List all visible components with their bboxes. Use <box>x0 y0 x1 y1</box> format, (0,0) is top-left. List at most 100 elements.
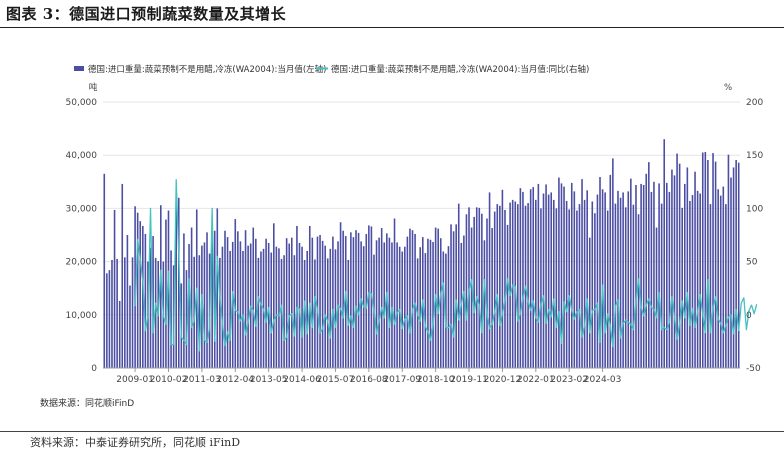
bar <box>206 232 208 368</box>
bar <box>496 204 499 368</box>
bar <box>612 158 614 368</box>
bar <box>588 237 591 368</box>
source-note: 数据来源：同花顺iFinD <box>40 399 135 409</box>
bar <box>483 240 486 368</box>
bar <box>486 218 488 368</box>
bar <box>604 192 606 368</box>
bar <box>635 184 637 368</box>
bar <box>552 199 555 368</box>
bar <box>401 251 404 368</box>
bar <box>640 183 642 368</box>
bar <box>714 161 717 368</box>
yoy-line <box>134 179 758 352</box>
bar <box>239 241 242 368</box>
bar <box>594 213 596 368</box>
bar <box>339 222 342 368</box>
bar <box>660 203 663 368</box>
bar <box>511 199 514 368</box>
bar <box>563 186 565 368</box>
bar <box>131 257 134 368</box>
bar <box>124 257 126 368</box>
bar <box>645 173 648 368</box>
bar <box>347 260 350 368</box>
bar <box>696 190 699 368</box>
bar <box>216 208 219 368</box>
bar <box>237 231 239 368</box>
bar <box>475 207 478 368</box>
bar <box>725 204 727 368</box>
footer-divider <box>0 431 784 432</box>
bar <box>522 191 524 368</box>
bar <box>689 200 691 368</box>
bar <box>550 192 553 368</box>
bar <box>234 219 237 368</box>
bar <box>630 178 632 368</box>
bar <box>707 159 709 368</box>
bar <box>586 190 588 368</box>
bar <box>709 204 712 368</box>
bar <box>298 242 301 368</box>
legend-label-bar: 德国:进口重量:蔬菜预制不是用醋,冷冻(WA2004):当月值(左轴) <box>88 64 326 75</box>
bar <box>316 236 319 368</box>
left-axis-unit: 吨 <box>89 82 98 93</box>
bar <box>142 225 144 368</box>
bar <box>314 259 316 368</box>
bar <box>116 258 118 368</box>
bar <box>393 218 396 368</box>
bar <box>678 163 681 368</box>
bar <box>663 139 666 368</box>
bar <box>676 153 678 368</box>
bar <box>350 232 352 368</box>
bar <box>732 167 735 368</box>
bar <box>321 240 324 368</box>
bar <box>545 184 547 368</box>
bar <box>491 228 493 368</box>
bar <box>144 233 147 368</box>
right-tick-label: 50 <box>746 258 758 268</box>
bar <box>231 241 234 368</box>
bar <box>332 236 334 368</box>
bar <box>673 175 676 368</box>
bar <box>190 227 193 368</box>
bar <box>267 242 270 368</box>
bar <box>183 233 185 368</box>
bar <box>658 183 660 368</box>
bar <box>229 250 231 368</box>
bar <box>450 224 452 368</box>
bar <box>671 169 673 368</box>
bar <box>432 241 434 368</box>
bar <box>493 211 496 368</box>
right-tick-label: 100 <box>746 204 763 214</box>
bar <box>383 242 386 368</box>
x-tick-label: 2015-07 <box>317 375 355 385</box>
bar <box>717 189 719 368</box>
bar <box>473 216 475 368</box>
right-tick-label: 200 <box>746 98 763 108</box>
left-tick-label: 0 <box>91 364 97 374</box>
bar <box>242 250 244 368</box>
x-tick-label: 2010-02 <box>150 375 188 385</box>
bar <box>727 154 730 368</box>
bar <box>452 231 455 368</box>
bar <box>275 246 278 368</box>
bar <box>735 159 737 368</box>
right-axis-unit: % <box>724 83 732 93</box>
bar <box>113 210 116 368</box>
bar <box>244 230 247 368</box>
bar <box>470 227 473 368</box>
legend: 德国:进口重量:蔬菜预制不是用醋,冷冻(WA2004):当月值(左轴) 德国:进… <box>74 64 589 75</box>
bar <box>509 202 511 368</box>
bar <box>106 273 108 368</box>
bar <box>699 193 701 368</box>
bar <box>308 225 311 368</box>
bar <box>213 230 216 368</box>
bar <box>478 207 481 368</box>
bar <box>188 244 190 368</box>
bar <box>619 197 622 368</box>
bar <box>391 242 393 368</box>
figure-title: 图表 3：德国进口预制蔬菜数量及其增长 <box>6 5 287 23</box>
bar <box>139 221 142 368</box>
bar <box>293 255 296 368</box>
bar <box>319 235 321 368</box>
bar <box>601 189 604 368</box>
